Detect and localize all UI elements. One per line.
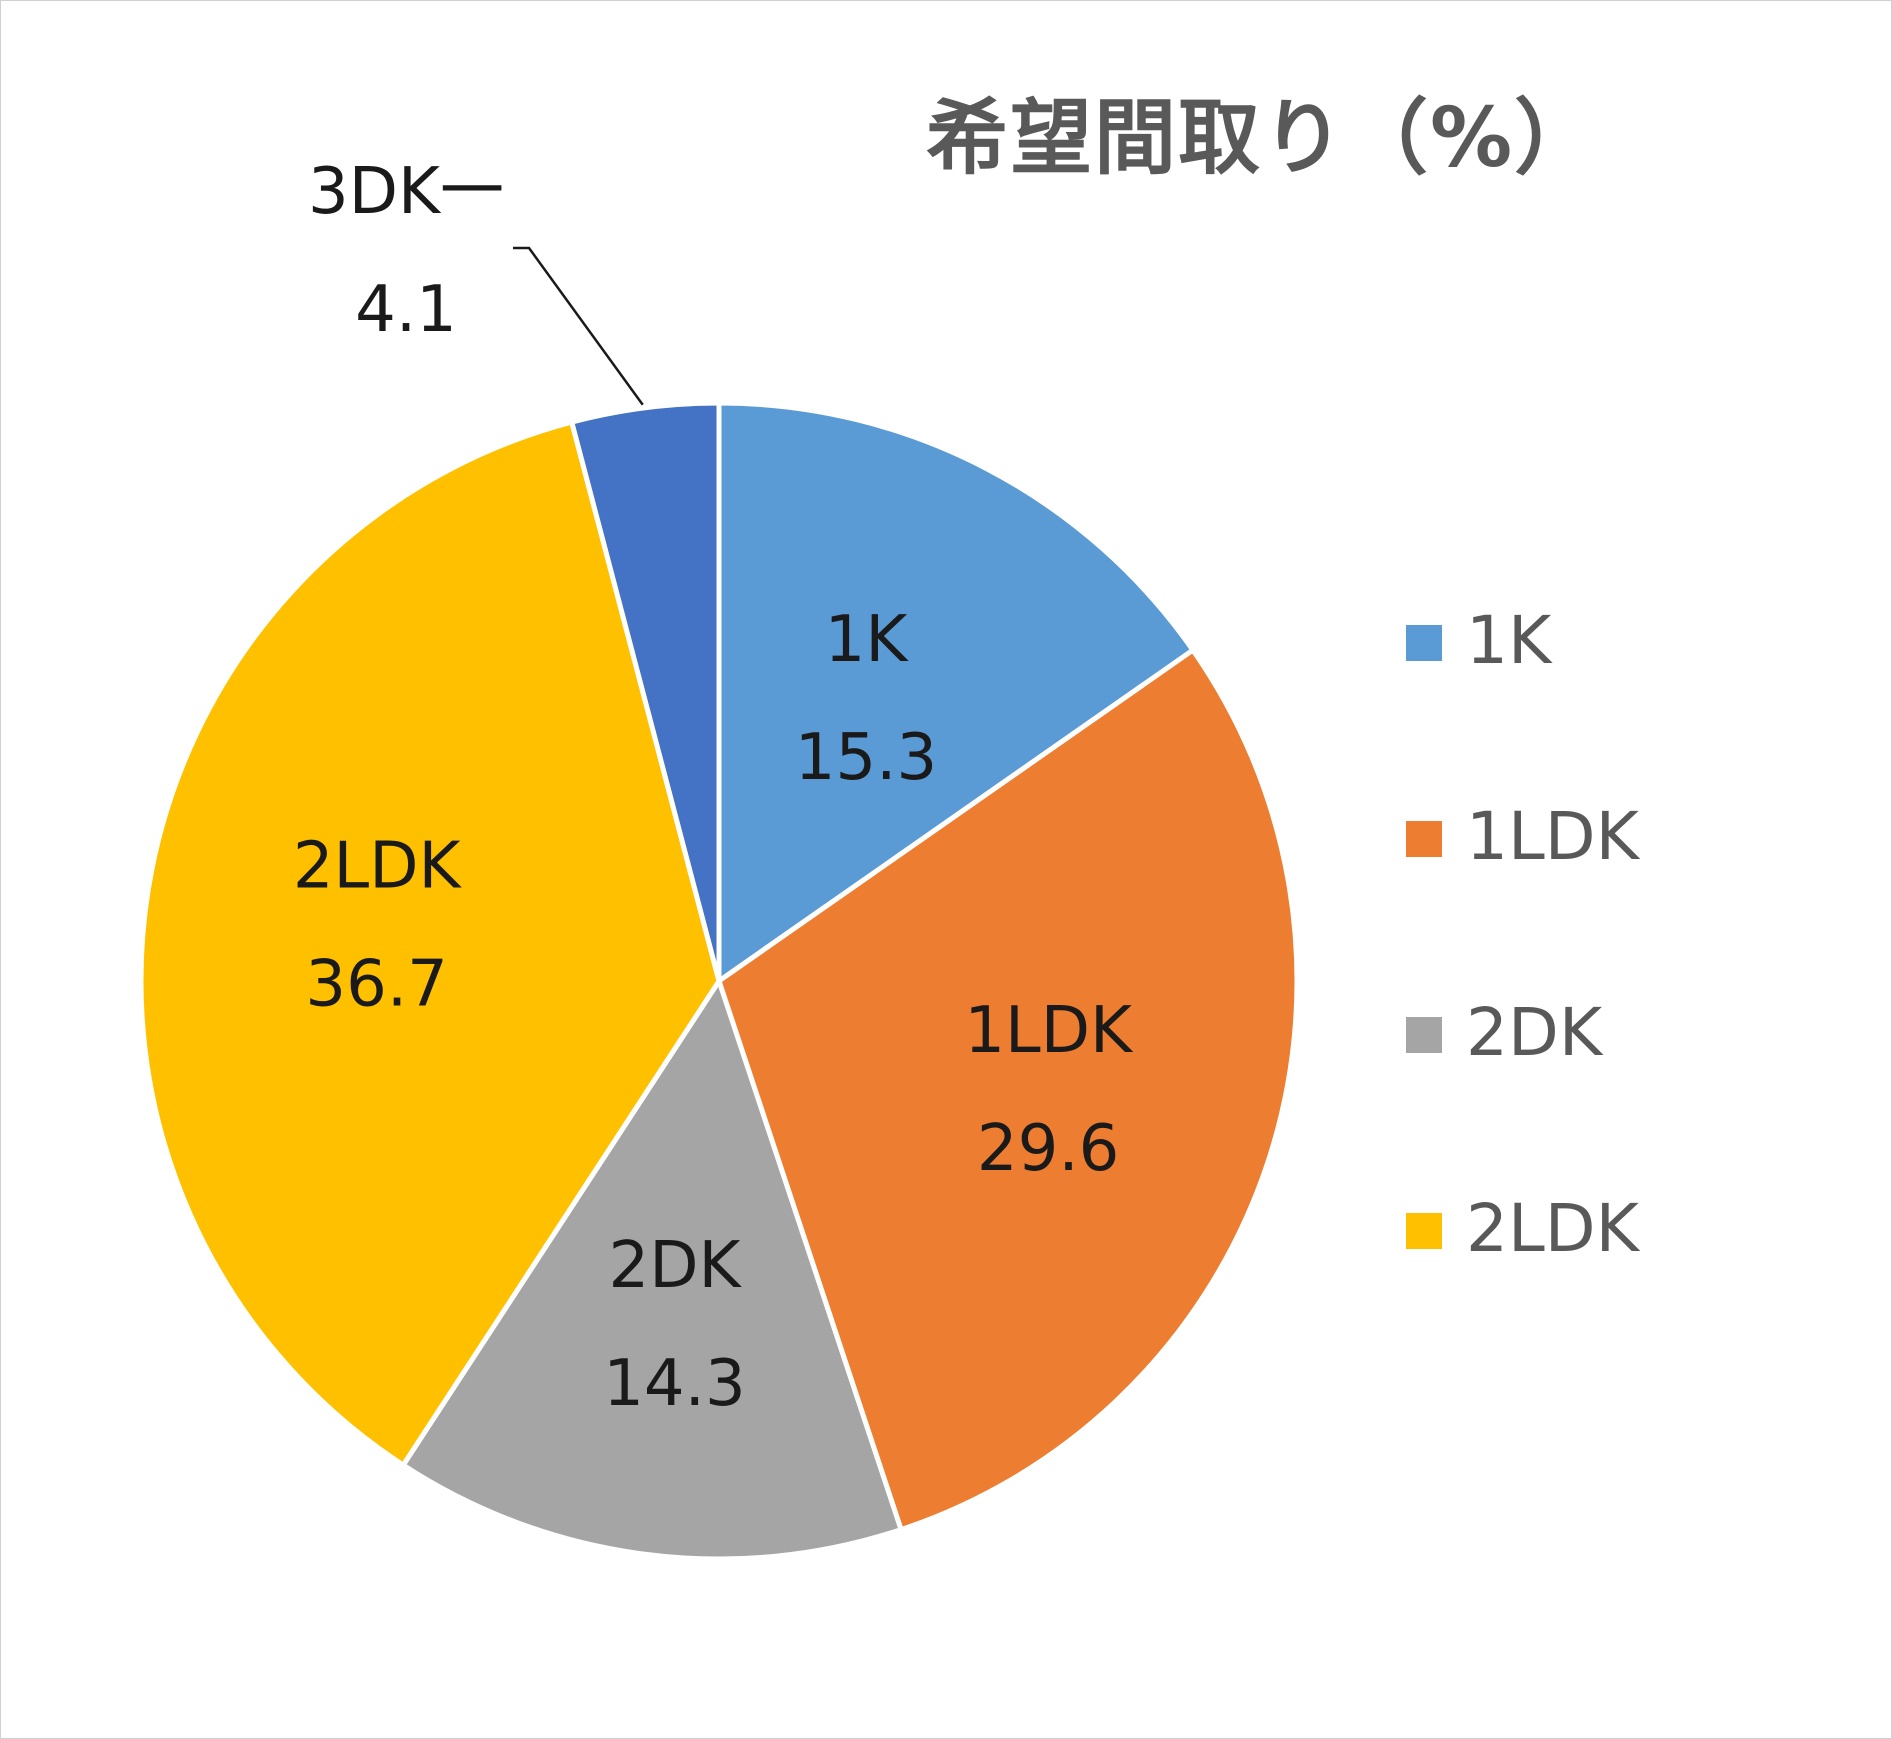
data-label-category-1ldk: 1LDK xyxy=(964,994,1134,1068)
legend-swatch-1k xyxy=(1406,625,1442,661)
legend-swatch-2dk xyxy=(1406,1017,1442,1053)
legend-swatch-2ldk xyxy=(1406,1213,1442,1249)
legend-label-1k: 1K xyxy=(1466,602,1552,679)
pie-slice-1ldk xyxy=(716,646,1300,1533)
data-label-value-1ldk: 29.6 xyxy=(977,1112,1120,1186)
data-label-value-3dk: 4.1 xyxy=(355,273,457,347)
pie-slice-2dk xyxy=(399,975,905,1562)
data-label-value-1k: 15.3 xyxy=(795,721,938,795)
leader-line-3dk xyxy=(513,246,644,406)
data-label-category-3dk: 3DK一 xyxy=(308,155,504,229)
data-label-category-2ldk: 2LDK xyxy=(293,830,463,904)
chart-title: 希望間取り（%） xyxy=(926,91,1599,186)
legend-swatch-1ldk xyxy=(1406,821,1442,857)
data-label-value-2dk: 14.3 xyxy=(603,1347,746,1421)
data-label-value-2ldk: 36.7 xyxy=(305,948,448,1022)
pie-slice-3dk xyxy=(568,400,722,982)
data-label-category-2dk: 2DK xyxy=(608,1229,742,1303)
data-label-category-1k: 1K xyxy=(825,603,910,677)
legend-label-1ldk: 1LDK xyxy=(1466,798,1639,875)
pie-slice-1k xyxy=(716,400,1197,986)
legend-label-2dk: 2DK xyxy=(1466,994,1603,1071)
legend-label-2ldk: 2LDK xyxy=(1466,1190,1639,1267)
pie-slice-2ldk xyxy=(138,419,722,1469)
